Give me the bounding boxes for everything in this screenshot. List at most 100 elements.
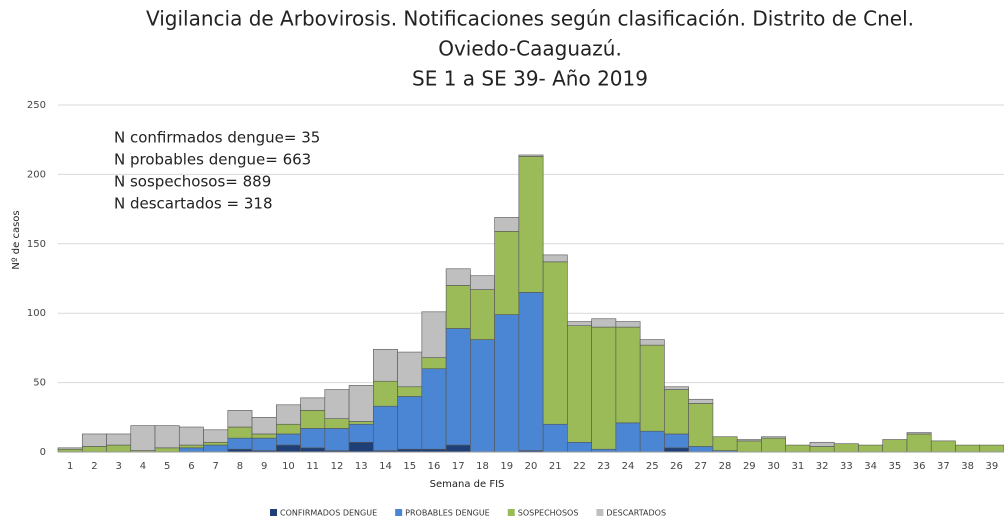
bar-segment xyxy=(178,444,204,449)
bar-segment xyxy=(518,156,544,293)
bar-segment xyxy=(373,405,398,451)
bar-segment xyxy=(348,421,374,425)
bar-segment xyxy=(154,425,180,449)
x-tick-label: 6 xyxy=(188,461,194,472)
bar-segment xyxy=(373,380,398,407)
x-tick-label: 31 xyxy=(791,461,804,472)
legend-swatch xyxy=(596,509,604,516)
bar-segment xyxy=(567,321,592,326)
y-tick-label: 100 xyxy=(27,308,46,319)
bar-segment xyxy=(106,433,132,446)
bar-segment xyxy=(178,426,204,446)
legend-label: DESCARTADOS xyxy=(606,509,666,518)
bar-segment xyxy=(615,422,641,453)
x-tick-label: 35 xyxy=(888,461,901,472)
bar-segment xyxy=(470,289,495,340)
bar-segment xyxy=(203,441,229,446)
bar-segment xyxy=(203,444,229,453)
bar-segment xyxy=(906,433,932,453)
x-tick-label: 8 xyxy=(237,461,243,472)
bar-segment xyxy=(736,439,762,442)
x-axis-label: Semana de FIS xyxy=(430,479,505,490)
bar-segment xyxy=(397,351,423,388)
x-tick-label: 7 xyxy=(212,461,218,472)
bar-segment xyxy=(567,441,592,453)
x-tick-label: 5 xyxy=(164,461,170,472)
bar-segment xyxy=(494,231,520,315)
y-axis-label: Nº de casos xyxy=(11,210,22,269)
bar-segment xyxy=(324,418,350,429)
bar-segment xyxy=(518,292,544,451)
x-tick-label: 20 xyxy=(525,461,538,472)
bar-segment xyxy=(542,254,568,263)
bar-segment xyxy=(203,429,229,443)
bar-segment xyxy=(591,326,617,450)
bar-segment xyxy=(81,433,107,447)
bar-segment xyxy=(712,436,738,451)
bar-segment xyxy=(664,389,689,435)
bar-segment xyxy=(785,444,811,453)
bar-segment xyxy=(397,386,423,397)
bar-segment xyxy=(276,444,301,453)
y-tick-label: 150 xyxy=(27,239,46,250)
bar-segment xyxy=(470,275,495,290)
bar-segment xyxy=(324,389,350,419)
bar-segment xyxy=(251,416,277,435)
x-tick-label: 11 xyxy=(306,461,319,472)
x-tick-label: 25 xyxy=(646,461,659,472)
bar-segment xyxy=(858,444,884,453)
bar-segment xyxy=(445,444,471,453)
x-tick-label: 9 xyxy=(261,461,267,472)
annotation: N sospechosos= 889 xyxy=(114,173,271,191)
x-tick-label: 34 xyxy=(864,461,877,472)
bar-segment xyxy=(81,446,107,453)
annotation: N probables dengue= 663 xyxy=(114,151,311,169)
chart-title: Vigilancia de Arbovirosis. Notificacione… xyxy=(146,7,914,31)
bar-segment xyxy=(106,444,132,453)
x-tick-label: 23 xyxy=(597,461,610,472)
bar-segment xyxy=(567,325,592,443)
x-tick-label: 19 xyxy=(500,461,513,472)
y-tick-label: 200 xyxy=(27,169,46,180)
bar-segment xyxy=(494,217,520,232)
x-tick-label: 4 xyxy=(140,461,146,472)
legend-label: PROBABLES DENGUE xyxy=(405,509,490,518)
x-tick-label: 2 xyxy=(91,461,97,472)
bar-segment xyxy=(445,285,471,329)
annotation: N descartados = 318 xyxy=(114,195,272,213)
y-tick-label: 0 xyxy=(40,447,46,458)
x-tick-label: 37 xyxy=(937,461,950,472)
bar-segment xyxy=(251,437,277,451)
bar-segment xyxy=(930,440,956,453)
bar-segment xyxy=(494,314,520,453)
bar-segment xyxy=(470,339,495,453)
bar-segment xyxy=(591,318,617,328)
x-tick-label: 27 xyxy=(694,461,707,472)
bar-segment xyxy=(518,154,544,157)
bar-segment xyxy=(761,437,786,453)
legend-swatch xyxy=(395,509,403,516)
bar-segment xyxy=(178,447,204,453)
bar-segment xyxy=(906,432,932,435)
bar-segment xyxy=(300,410,326,429)
bar-segment xyxy=(397,396,423,450)
bar-segment xyxy=(542,261,568,425)
bar-segment xyxy=(736,440,762,453)
bar-segment xyxy=(615,326,641,424)
bar-segment xyxy=(227,437,253,450)
x-tick-label: 16 xyxy=(428,461,441,472)
bar-segment xyxy=(227,410,253,428)
bar-segment xyxy=(979,444,1004,453)
chart-title: Oviedo-Caaguazú. xyxy=(438,37,622,61)
x-tick-label: 18 xyxy=(476,461,489,472)
bar-segment xyxy=(373,348,398,382)
bar-segment xyxy=(639,344,665,432)
bar-segment xyxy=(809,446,835,453)
bar-segment xyxy=(130,425,156,451)
bar-segment xyxy=(615,321,641,328)
y-tick-label: 50 xyxy=(33,378,46,389)
bar-segment xyxy=(664,386,689,390)
x-tick-label: 22 xyxy=(573,461,586,472)
bar-segment xyxy=(445,328,471,446)
